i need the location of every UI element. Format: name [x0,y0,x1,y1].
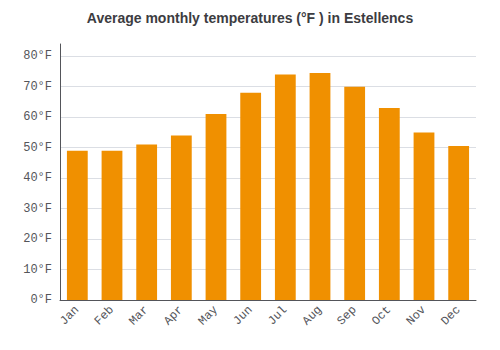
svg-text:0°F: 0°F [30,293,52,307]
svg-text:Average monthly temperatures (: Average monthly temperatures (°F ) in Es… [87,10,414,26]
svg-text:80°F: 80°F [23,49,52,63]
svg-text:50°F: 50°F [23,141,52,155]
svg-text:40°F: 40°F [23,171,52,185]
svg-text:Aug: Aug [300,303,325,328]
svg-text:Sep: Sep [334,303,359,328]
svg-text:Jan: Jan [57,303,82,328]
svg-text:May: May [196,303,221,328]
svg-text:Feb: Feb [92,303,117,328]
svg-text:Jul: Jul [265,303,290,328]
svg-text:Dec: Dec [438,303,463,328]
svg-text:60°F: 60°F [23,110,52,124]
svg-text:Mar: Mar [126,303,151,328]
svg-text:70°F: 70°F [23,80,52,94]
svg-text:Nov: Nov [404,303,429,328]
svg-text:Jun: Jun [230,303,255,328]
svg-text:20°F: 20°F [23,232,52,246]
svg-text:10°F: 10°F [23,263,52,277]
svg-text:30°F: 30°F [23,202,52,216]
svg-text:Apr: Apr [161,303,186,328]
svg-text:Oct: Oct [369,303,394,328]
